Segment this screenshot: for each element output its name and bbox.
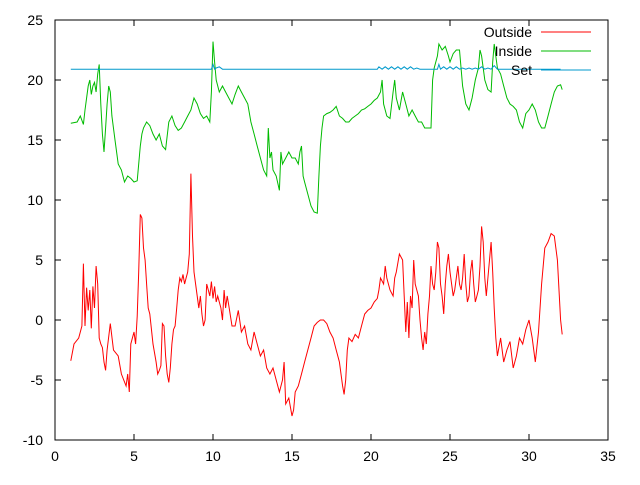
y-tick-label: -10 <box>23 432 43 448</box>
y-tick-label: 10 <box>27 192 43 208</box>
x-tick-label: 0 <box>51 448 59 464</box>
y-tick-label: 20 <box>27 72 43 88</box>
x-tick-label: 5 <box>130 448 138 464</box>
x-tick-label: 20 <box>363 448 379 464</box>
legend: Outside Inside Set <box>484 24 591 78</box>
legend-label-inside: Inside <box>495 43 533 59</box>
x-tick-label: 35 <box>600 448 616 464</box>
plot-frame <box>54 19 609 441</box>
axis-ticks: 0 5 10 15 20 25 30 35 -10 -5 0 5 10 15 20 25 <box>23 12 616 464</box>
x-tick-label: 30 <box>521 448 537 464</box>
y-tick-label: 25 <box>27 12 43 28</box>
x-tick-label: 15 <box>284 448 300 464</box>
series-line-set <box>70 62 561 71</box>
legend-label-set: Set <box>511 62 532 78</box>
series-line-outside <box>70 173 563 417</box>
series-lines <box>70 41 563 417</box>
x-tick-label: 10 <box>205 448 221 464</box>
y-tick-label: 15 <box>27 132 43 148</box>
y-tick-label: 5 <box>35 252 43 268</box>
legend-label-outside: Outside <box>484 24 532 40</box>
x-tick-label: 25 <box>442 448 458 464</box>
series-line-inside <box>70 41 563 214</box>
y-tick-label: 0 <box>35 312 43 328</box>
y-tick-label: -5 <box>31 372 44 388</box>
